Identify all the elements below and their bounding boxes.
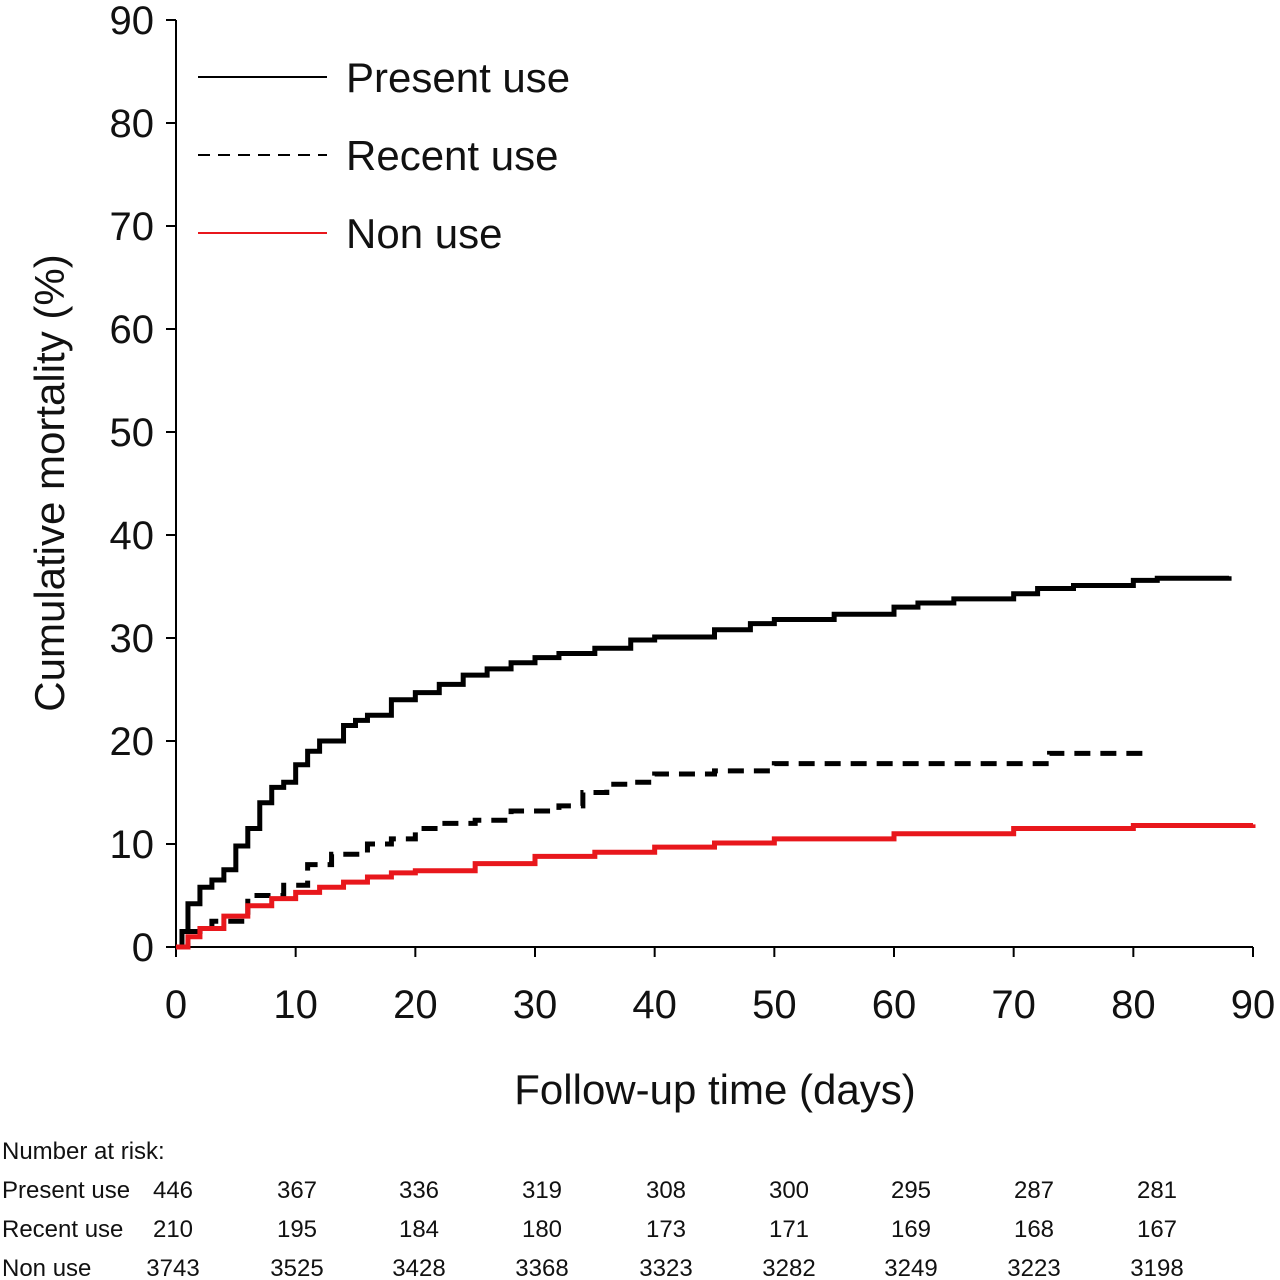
risk-cell-non-use: 3743: [146, 1255, 199, 1280]
risk-cell-present-use: 281: [1137, 1177, 1177, 1204]
x-tick-label: 90: [1231, 983, 1276, 1027]
x-tick-label: 30: [513, 983, 558, 1027]
x-tick-label: 0: [165, 983, 187, 1027]
legend-label-present-use: Present use: [346, 54, 570, 101]
risk-cell-recent-use: 169: [891, 1216, 931, 1243]
y-tick-label: 10: [110, 823, 155, 867]
y-tick-label: 40: [110, 514, 155, 558]
series-line-present-use: [176, 575, 1232, 950]
risk-cell-non-use: 3223: [1007, 1255, 1060, 1280]
y-tick-label: 60: [110, 308, 155, 352]
y-tick-label: 80: [110, 102, 155, 146]
risk-cell-present-use: 367: [277, 1177, 317, 1204]
risk-cell-recent-use: 167: [1137, 1216, 1177, 1243]
y-tick-label: 90: [110, 0, 155, 43]
risk-cell-non-use: 3525: [270, 1255, 323, 1280]
risk-cell-non-use: 3198: [1130, 1255, 1183, 1280]
risk-cell-present-use: 295: [891, 1177, 931, 1204]
y-tick-label: 50: [110, 411, 155, 455]
y-axis-title: Cumulative mortality (%): [26, 254, 73, 711]
series-line-non-use: [176, 822, 1256, 950]
x-tick-label: 50: [752, 983, 797, 1027]
x-tick-label: 70: [991, 983, 1036, 1027]
risk-cell-non-use: 3428: [392, 1255, 445, 1280]
risk-cell-recent-use: 171: [769, 1216, 809, 1243]
series-layer: [176, 575, 1256, 950]
y-tick-label: 20: [110, 720, 155, 764]
risk-table-title: Number at risk:: [2, 1138, 165, 1165]
axes: 0 10 20 30 40 50 60 70 80 90 0 10 20 30 40 50 60 70 80 90: [110, 0, 1276, 1027]
risk-cell-present-use: 446: [153, 1177, 193, 1204]
risk-cell-non-use: 3249: [884, 1255, 937, 1280]
risk-cell-present-use: 336: [399, 1177, 439, 1204]
legend-label-non-use: Non use: [346, 210, 502, 257]
risk-cell-non-use: 3323: [639, 1255, 692, 1280]
risk-cell-recent-use: 195: [277, 1216, 317, 1243]
legend-label-recent-use: Recent use: [346, 132, 558, 179]
y-tick-label: 70: [110, 205, 155, 249]
x-tick-label: 80: [1111, 983, 1156, 1027]
risk-cell-recent-use: 184: [399, 1216, 439, 1243]
risk-cell-non-use: 3368: [515, 1255, 568, 1280]
risk-cell-present-use: 300: [769, 1177, 809, 1204]
risk-cell-present-use: 319: [522, 1177, 562, 1204]
risk-table: Number at risk: Present use 446 367 336 319 3…: [2, 1138, 1184, 1280]
y-tick-label: 30: [110, 617, 155, 661]
legend: Present use Recent use Non use: [198, 54, 570, 257]
x-tick-label: 20: [393, 983, 438, 1027]
y-tick-label: 0: [132, 926, 154, 970]
risk-cell-present-use: 287: [1014, 1177, 1054, 1204]
x-tick-label: 60: [872, 983, 917, 1027]
x-tick-label: 10: [273, 983, 318, 1027]
risk-cell-recent-use: 173: [646, 1216, 686, 1243]
x-tick-label: 40: [632, 983, 677, 1027]
risk-cell-non-use: 3282: [762, 1255, 815, 1280]
risk-cell-recent-use: 180: [522, 1216, 562, 1243]
risk-cell-recent-use: 210: [153, 1216, 193, 1243]
x-axis-title: Follow-up time (days): [514, 1066, 915, 1113]
risk-row-label-present-use: Present use: [2, 1177, 130, 1204]
risk-cell-recent-use: 168: [1014, 1216, 1054, 1243]
risk-cell-present-use: 308: [646, 1177, 686, 1204]
risk-row-label-non-use: Non use: [2, 1255, 91, 1280]
series-line-recent-use: [176, 750, 1146, 950]
risk-row-label-recent-use: Recent use: [2, 1216, 123, 1243]
